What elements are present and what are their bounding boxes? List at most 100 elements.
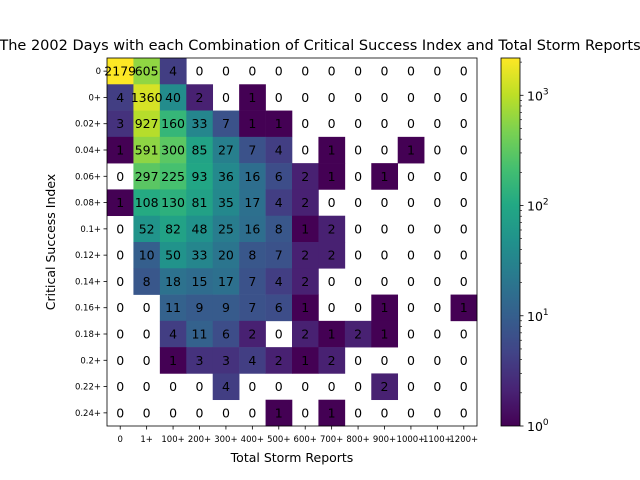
cell-value-label: 7	[248, 274, 256, 289]
cell-value-label: 1	[116, 143, 124, 158]
heatmap-cell	[265, 242, 293, 269]
heatmap-cell	[371, 294, 399, 322]
cell-value-label: 4	[275, 274, 283, 289]
cell-value-label: 0	[460, 353, 468, 368]
cell-value-label: 0	[381, 116, 389, 131]
cell-value-label: 0	[275, 379, 283, 394]
cell-value-label: 0	[116, 300, 124, 315]
cell-value-label: 0	[433, 248, 441, 263]
heatmap-cell	[265, 163, 293, 190]
cell-value-label: 0	[328, 64, 336, 79]
cell-value-label: 4	[169, 64, 177, 79]
heatmap-cell	[239, 84, 266, 111]
x-tick-label: 900+	[373, 435, 396, 445]
heatmap-cell	[292, 163, 319, 190]
cell-value-label: 0	[407, 248, 415, 263]
heatmap-cell	[212, 215, 240, 243]
cell-value-label: 0	[354, 379, 362, 394]
cell-value-label: 2	[301, 327, 309, 342]
heatmap-cell	[212, 110, 240, 138]
cell-value-label: 1	[328, 143, 336, 158]
heatmap-cell	[186, 163, 214, 190]
heatmap-cell	[239, 189, 266, 217]
cell-value-label: 0	[460, 248, 468, 263]
cell-value-label: 0	[460, 327, 468, 342]
heatmap-cell	[159, 320, 187, 348]
cell-value-label: 25	[218, 221, 234, 236]
heatmap-cell	[186, 136, 214, 164]
heatmap-cell	[133, 163, 161, 190]
cell-value-label: 0	[381, 353, 389, 368]
cell-value-label: 4	[116, 90, 124, 105]
heatmap-cell	[186, 110, 214, 138]
cell-value-label: 1360	[131, 90, 163, 105]
heatmap-cell	[318, 242, 346, 269]
cell-value-label: 0	[381, 143, 389, 158]
heatmap-cell	[292, 242, 319, 269]
cell-value-label: 0	[433, 116, 441, 131]
cell-value-label: 15	[192, 274, 208, 289]
heatmap-cell	[212, 242, 240, 269]
y-tick-label: 0.08+	[75, 199, 101, 209]
heatmap-cells	[107, 58, 478, 427]
heatmap-cell	[133, 84, 161, 111]
y-tick-label: 0.12+	[75, 251, 101, 261]
heatmap-cell	[265, 294, 293, 322]
cell-value-label: 0	[354, 248, 362, 263]
cell-value-label: 1	[248, 90, 256, 105]
cell-value-label: 0	[433, 300, 441, 315]
cell-value-label: 11	[192, 327, 208, 342]
cell-value-label: 1	[381, 169, 389, 184]
cell-value-label: 0	[460, 195, 468, 210]
heatmap-cell	[212, 294, 240, 322]
cell-value-label: 9	[196, 300, 204, 315]
cell-value-label: 0	[275, 327, 283, 342]
cell-value-label: 1	[328, 169, 336, 184]
cell-value-label: 1	[328, 327, 336, 342]
cell-value-label: 2	[301, 169, 309, 184]
colorbar-tick-label: 101	[527, 308, 549, 324]
cell-value-label: 1	[381, 327, 389, 342]
y-tick-label: 0.04+	[75, 146, 101, 156]
cell-value-label: 2	[275, 353, 283, 368]
y-tick-label: 0.06+	[75, 172, 101, 182]
heatmap-cell	[292, 320, 319, 348]
cell-value-label: 50	[165, 248, 181, 263]
cell-value-label: 0	[301, 64, 309, 79]
cell-value-label: 0	[143, 379, 151, 394]
cell-value-label: 3	[196, 353, 204, 368]
heatmap-cell	[371, 320, 399, 348]
cell-value-label: 0	[328, 90, 336, 105]
cell-value-label: 2	[328, 353, 336, 368]
cell-value-label: 0	[433, 195, 441, 210]
cell-value-label: 0	[354, 143, 362, 158]
colorbar-ticks: 100 101 102 103	[520, 61, 549, 434]
cell-value-label: 0	[354, 221, 362, 236]
cell-value-label: 0	[196, 405, 204, 420]
cell-value-label: 0	[407, 300, 415, 315]
heatmap-cell	[186, 347, 214, 374]
y-tick-label: 0.16+	[75, 304, 101, 314]
cell-value-label: 27	[218, 143, 234, 158]
cell-value-label: 0	[460, 379, 468, 394]
cell-value-label: 0	[407, 221, 415, 236]
cell-value-label: 0	[143, 405, 151, 420]
cell-value-label: 0	[407, 327, 415, 342]
cell-value-label: 0	[433, 353, 441, 368]
cell-value-label: 0	[116, 221, 124, 236]
heatmap-cell	[159, 163, 187, 190]
cell-value-label: 1	[275, 116, 283, 131]
cell-value-label: 0	[354, 274, 362, 289]
cell-value-label: 4	[248, 353, 256, 368]
x-tick-label: 600+	[294, 435, 317, 445]
cell-value-label: 0	[433, 274, 441, 289]
cell-value-label: 0	[433, 64, 441, 79]
heatmap-cell	[159, 294, 187, 322]
heatmap-cell	[344, 320, 372, 348]
cell-value-label: 3	[116, 116, 124, 131]
cell-value-label: 20	[218, 248, 234, 263]
cell-value-label: 0	[407, 90, 415, 105]
colorbar-tick-label: 103	[527, 87, 549, 103]
